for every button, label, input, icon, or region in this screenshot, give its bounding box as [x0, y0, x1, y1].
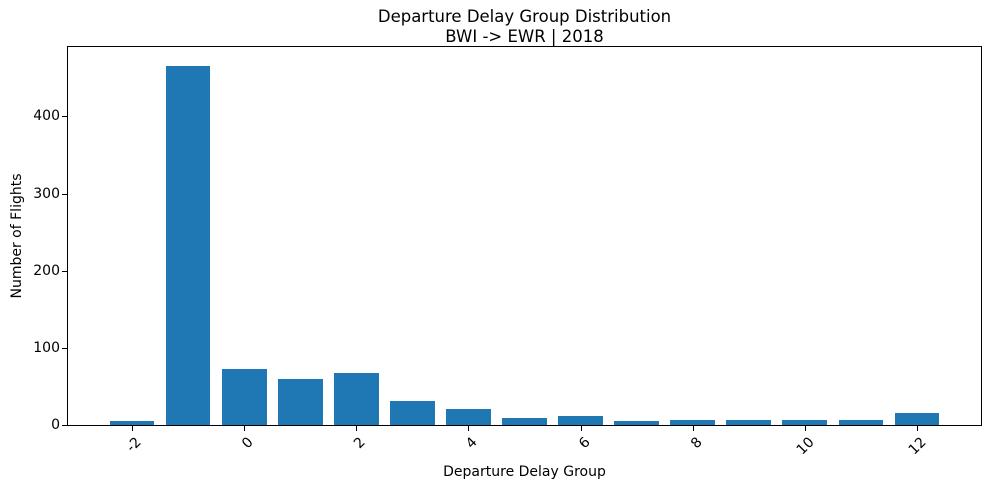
bar-delay-group--2 [109, 421, 155, 425]
chart-title: Departure Delay Group Distribution [377, 7, 672, 26]
y-tick-label: 0 [51, 417, 60, 433]
y-tick-mark [62, 116, 67, 118]
y-tick-label: 400 [33, 108, 60, 125]
x-tick-mark [580, 426, 582, 431]
x-tick-label: 4 [463, 434, 482, 452]
bar-delay-group-11 [838, 420, 884, 425]
bar-delay-group-3 [389, 401, 435, 425]
y-tick-mark [62, 347, 67, 349]
x-tick-label: 12 [905, 434, 930, 459]
x-tick-label: 0 [239, 434, 257, 452]
bar-delay-group-7 [614, 421, 660, 425]
x-tick-mark [356, 426, 358, 431]
y-tick-label: 300 [33, 185, 60, 202]
x-tick-label: 2 [351, 434, 369, 452]
x-tick-label: 6 [575, 434, 594, 452]
x-tick-mark [917, 426, 919, 431]
chart-subtitle: BWI -> EWR | 2018 [445, 27, 604, 47]
x-tick-mark [244, 426, 246, 431]
bar-delay-group-6 [558, 415, 603, 425]
bar-delay-group-8 [670, 420, 716, 425]
x-tick-mark [692, 426, 694, 431]
y-tick-mark [62, 425, 67, 426]
x-axis-label: Departure Delay Group [443, 464, 606, 480]
bar-delay-group-4 [445, 408, 491, 425]
bar-delay-group-1 [277, 378, 323, 425]
plot-area [67, 46, 982, 426]
x-tick-label: 8 [687, 434, 706, 452]
x-tick-mark [468, 426, 470, 431]
bar-delay-group-5 [502, 418, 547, 425]
bar-delay-group-12 [894, 412, 940, 425]
y-tick-label: 100 [33, 339, 60, 356]
x-tick-mark [804, 426, 806, 431]
bar-delay-group--1 [165, 66, 211, 425]
x-tick-label: 10 [793, 434, 818, 459]
chart-title-block: Departure Delay Group Distribution BWI -… [68, 7, 981, 47]
x-tick-label: -2 [123, 434, 145, 456]
y-tick-mark [62, 270, 67, 272]
bar-delay-group-2 [333, 372, 379, 425]
bar-delay-group-9 [726, 420, 772, 425]
bar-delay-group-0 [221, 369, 267, 425]
y-tick-mark [62, 193, 67, 195]
y-tick-label: 200 [33, 262, 60, 279]
bar-delay-group-10 [782, 419, 828, 425]
x-tick-mark [131, 426, 133, 431]
